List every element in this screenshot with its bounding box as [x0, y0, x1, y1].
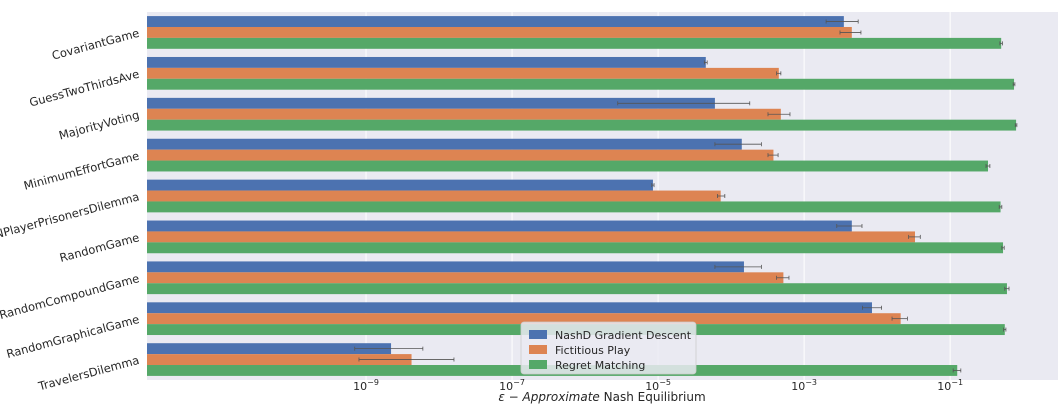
x-tick-label: 10−3 — [791, 378, 817, 393]
bar — [147, 201, 1001, 213]
category-label: RandomGame — [58, 230, 141, 265]
bar — [147, 242, 1004, 254]
x-tick-label: 10−9 — [353, 378, 379, 393]
bar — [147, 302, 872, 314]
bar — [147, 354, 412, 366]
x-tick-base: 10 — [499, 380, 513, 393]
bar — [147, 108, 781, 120]
bar — [147, 313, 901, 325]
category-label: GuessTwoThirdsAve — [28, 67, 141, 110]
bars — [147, 16, 1017, 376]
x-tick-exponent: −5 — [659, 378, 671, 387]
category-labels: CovariantGame GuessTwoThirdsAveMajorityVo… — [0, 26, 141, 394]
category-label: MajorityVoting — [57, 108, 141, 143]
x-tick-base: 10 — [353, 380, 367, 393]
category-label: TravelersDilemma — [36, 353, 141, 394]
bar — [147, 97, 715, 109]
bar — [147, 56, 706, 68]
legend-box — [520, 321, 697, 375]
category-label: MinimumEffortGame — [22, 148, 141, 192]
x-axis-label-rest: Nash Equilibrium — [600, 390, 706, 404]
category-label: NPlayerPrisonersDilemma — [0, 189, 141, 241]
x-tick-label: 10−5 — [645, 378, 671, 393]
category-label: CovariantGame — [50, 26, 140, 63]
legend-swatch — [529, 330, 547, 339]
bar — [147, 231, 915, 243]
x-tick-base: 10 — [791, 380, 805, 393]
bar — [147, 261, 744, 273]
x-tick-base: 10 — [937, 380, 951, 393]
bar — [147, 160, 989, 172]
bar — [147, 138, 742, 150]
bar — [147, 272, 784, 284]
error-bars — [354, 19, 1018, 373]
x-tick-exponent: −9 — [367, 378, 379, 387]
x-tick-label: 10−1 — [937, 378, 963, 393]
x-tick-exponent: −7 — [513, 378, 525, 387]
legend: NashD Gradient Descent Fictitious Play Reg… — [520, 321, 697, 375]
bar — [147, 26, 852, 38]
category-label: RandomCompoundGame — [0, 271, 141, 322]
legend-swatch — [529, 360, 547, 369]
legend-swatch — [529, 345, 547, 354]
bar — [147, 78, 1015, 90]
bar — [147, 343, 392, 355]
bar — [147, 220, 852, 232]
bar — [147, 179, 653, 191]
x-tick-base: 10 — [645, 380, 659, 393]
bar — [147, 283, 1007, 295]
bar — [147, 67, 779, 79]
legend-entry: Fictitious Play — [555, 344, 631, 357]
x-tick-exponent: −3 — [805, 378, 817, 387]
bar — [147, 149, 774, 161]
category-label: RandomGraphicalGame — [5, 312, 141, 361]
x-tick-label: 10−7 — [499, 378, 525, 393]
x-tick-labels: 10−9 10−7 10−5 10−3 10−1 — [353, 378, 963, 393]
bar — [147, 119, 1017, 131]
bar — [147, 37, 1002, 49]
legend-entry: Regret Matching — [555, 359, 645, 372]
bar — [147, 16, 844, 27]
x-axis-label: ε − Approximate Nash Equilibrium — [498, 390, 705, 404]
x-tick-exponent: −1 — [951, 378, 963, 387]
bar — [147, 190, 721, 202]
legend-entry: NashD Gradient Descent — [555, 329, 692, 342]
x-axis-label-italic: ε − Approximate — [498, 390, 599, 404]
